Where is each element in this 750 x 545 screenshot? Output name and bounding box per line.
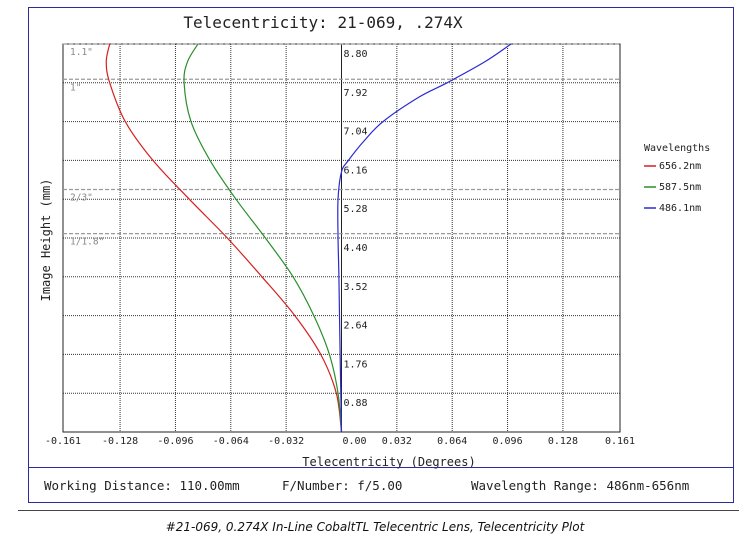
series-line-486.1nm	[337, 43, 512, 433]
y-axis-label: Image Height (mm)	[39, 179, 53, 302]
sensor-marker-label: 1/1.8"	[70, 237, 104, 248]
x-tick-label: 0.032	[382, 436, 412, 447]
y-tick-label: 6.16	[344, 165, 368, 176]
x-tick-label: 0.161	[605, 436, 635, 447]
legend: Wavelengths 656.2nm 587.5nm 486.1nm	[644, 143, 710, 214]
x-tick-label: 0.00	[343, 436, 367, 447]
wavelength-range-text: Wavelength Range: 486nm-656nm	[471, 478, 690, 493]
sensor-markers: 1.1" 1" 2/3" 1/1.8"	[63, 43, 620, 248]
legend-entry: 587.5nm	[659, 182, 701, 193]
y-tick-label: 7.92	[344, 88, 368, 99]
sensor-marker-label: 1.1"	[70, 47, 93, 58]
y-tick-label: 3.52	[344, 282, 368, 293]
sensor-marker-label: 2/3"	[70, 193, 93, 204]
y-tick-label: 2.64	[344, 321, 368, 332]
working-distance-text: Working Distance: 110.00mm	[44, 478, 240, 493]
legend-entry: 486.1nm	[659, 203, 701, 214]
y-tick-label: 7.04	[344, 127, 368, 138]
telecentricity-chart: 1.1" 1" 2/3" 1/1.8" 0.88 1.76 2.64 3.52 4.40 5.2…	[39, 13, 710, 469]
y-tick-label: 5.28	[344, 204, 368, 215]
x-tick-label: -0.128	[102, 436, 138, 447]
series-line-656.2nm	[105, 43, 343, 433]
x-tick-label: -0.032	[268, 436, 304, 447]
y-tick-label: 4.40	[344, 243, 368, 254]
y-tick-label: 8.80	[344, 49, 368, 60]
x-tick-label: 0.096	[493, 436, 523, 447]
legend-entry: 656.2nm	[659, 161, 701, 172]
caption-rule	[18, 510, 739, 511]
plot-frame	[28, 7, 734, 503]
x-tick-label: -0.096	[157, 436, 193, 447]
legend-title: Wavelengths	[644, 143, 710, 154]
series-line-587.5nm	[183, 43, 343, 433]
x-tick-label: -0.161	[45, 436, 81, 447]
x-tick-labels: -0.161 -0.128 -0.096 -0.064 -0.032 0.00 0.032 0…	[45, 436, 635, 447]
y-tick-label: 1.76	[344, 359, 368, 370]
f-number-text: F/Number: f/5.00	[282, 478, 403, 493]
curves	[105, 43, 512, 433]
x-tick-label: 0.064	[437, 436, 467, 447]
x-tick-label: -0.064	[213, 436, 249, 447]
grid	[63, 43, 620, 432]
y-tick-label: 0.88	[344, 398, 368, 409]
figure-caption: #21-069, 0.274X In-Line CobaltTL Telecen…	[165, 520, 585, 534]
y-tick-labels: 0.88 1.76 2.64 3.52 4.40 5.28 6.16 7.04 7.92 8.80	[344, 49, 368, 409]
x-axis-label: Telecentricity (Degrees)	[302, 455, 475, 469]
chart-title: Telecentricity: 21-069, .274X	[183, 13, 463, 32]
x-tick-label: 0.128	[548, 436, 578, 447]
footer-separator	[28, 467, 734, 468]
sensor-marker-label: 1"	[70, 82, 81, 93]
